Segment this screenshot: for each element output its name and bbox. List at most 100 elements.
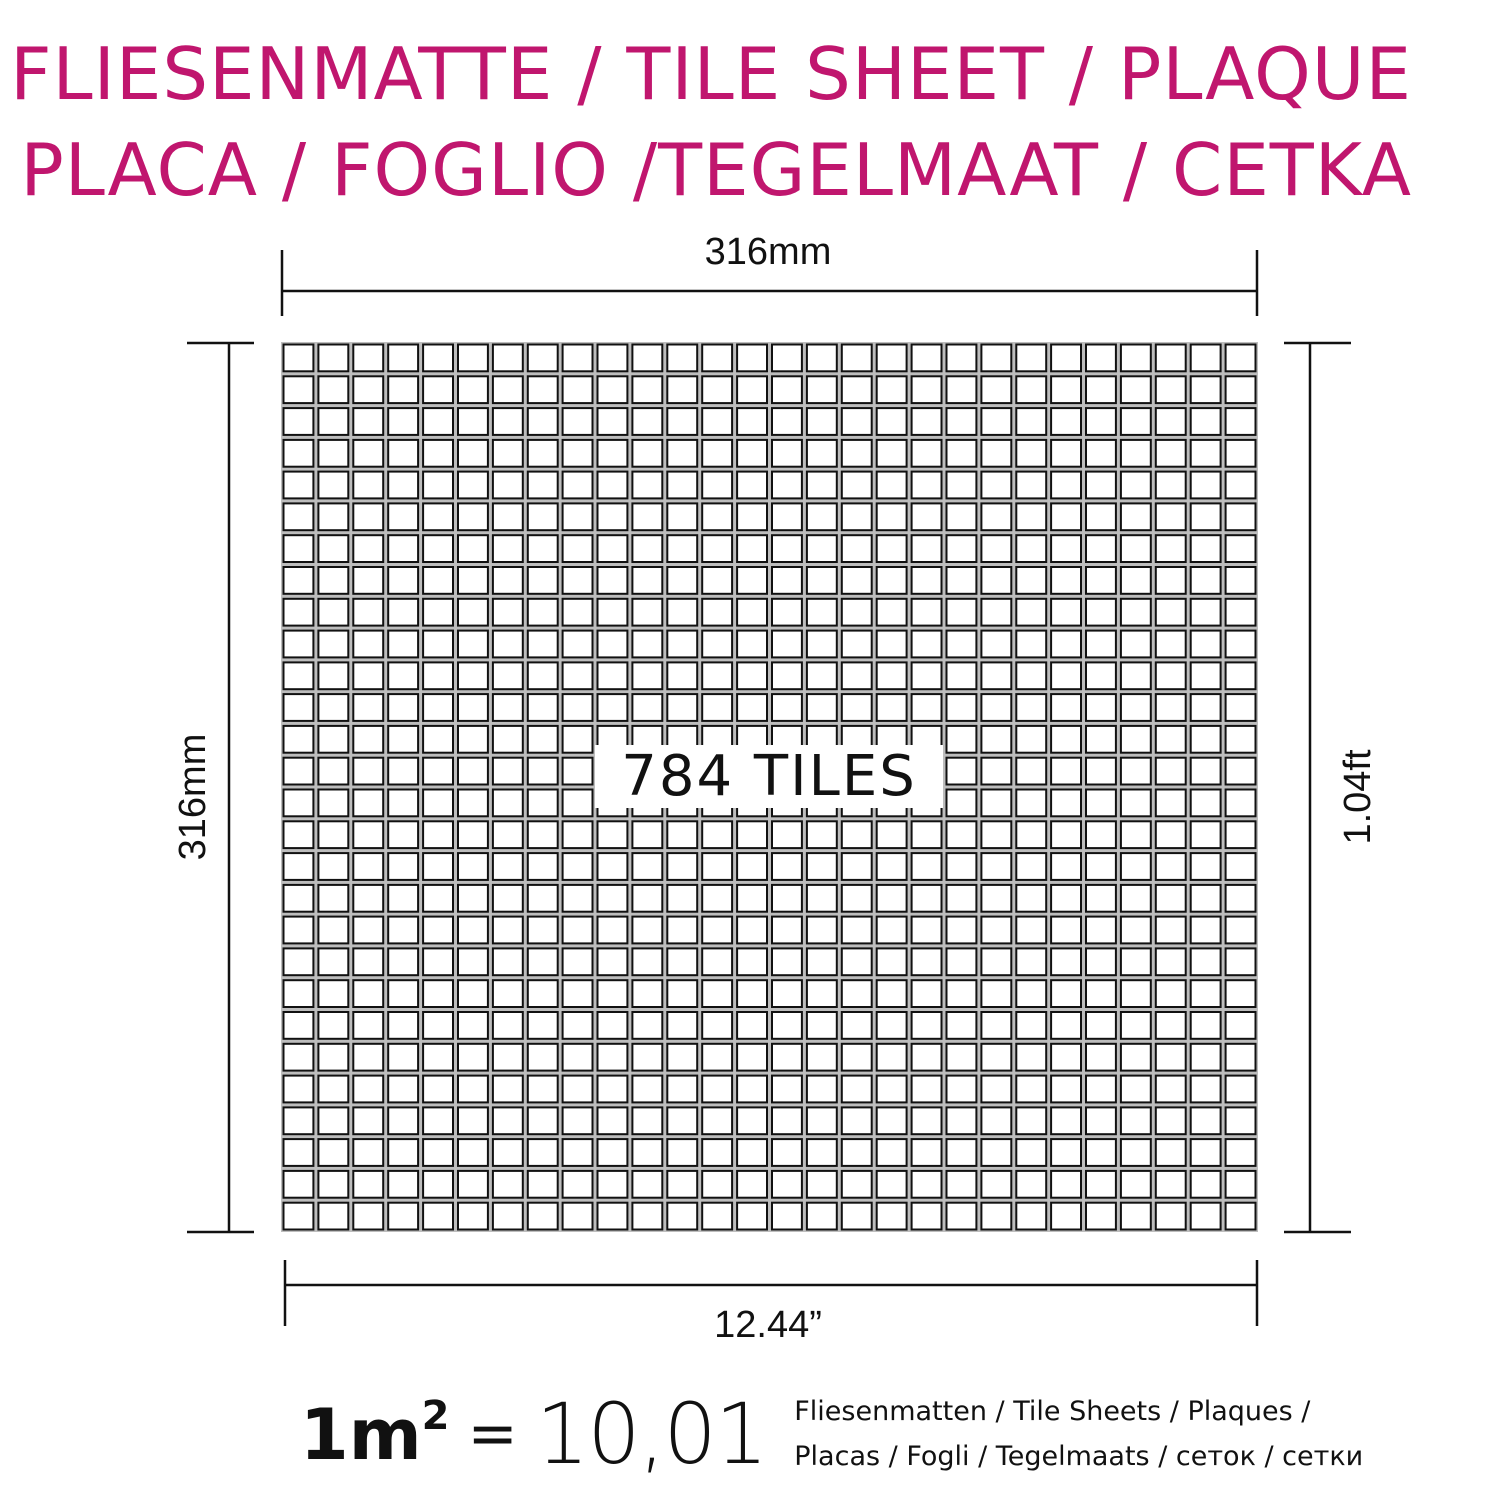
tile	[736, 502, 768, 532]
tile	[352, 597, 385, 627]
tile	[422, 1011, 455, 1040]
tile	[840, 1169, 873, 1199]
tile	[491, 724, 524, 754]
tile	[980, 1138, 1013, 1167]
tile	[352, 852, 385, 881]
tile	[980, 597, 1013, 627]
tile	[1189, 947, 1222, 977]
tile	[1119, 375, 1152, 405]
tile	[282, 1042, 315, 1072]
tile	[387, 820, 420, 850]
tile	[945, 407, 978, 436]
tile	[1189, 1042, 1222, 1072]
tile	[1085, 820, 1117, 850]
tile	[1119, 915, 1152, 945]
tile	[561, 470, 594, 500]
tile	[422, 375, 455, 405]
tile	[1085, 629, 1117, 659]
tile	[840, 597, 873, 627]
tile	[491, 915, 524, 945]
tile	[875, 883, 908, 913]
tile	[1119, 343, 1152, 373]
tile	[1085, 407, 1117, 436]
tile	[282, 597, 315, 627]
tile	[1119, 788, 1152, 818]
tile	[282, 629, 315, 659]
tile	[771, 470, 803, 500]
tile	[526, 820, 559, 850]
tile	[666, 915, 699, 945]
tile	[1015, 852, 1048, 881]
tile	[526, 407, 559, 436]
tile	[910, 1011, 943, 1040]
tile	[491, 407, 524, 436]
tile	[736, 1011, 768, 1040]
tile	[352, 343, 385, 373]
dim-bottom-label: 12.44”	[714, 1304, 822, 1346]
tile	[1189, 438, 1222, 468]
tile	[317, 947, 350, 977]
tile	[980, 407, 1013, 436]
tile	[561, 343, 594, 373]
tile	[945, 1042, 978, 1072]
tile	[1085, 693, 1117, 722]
tile	[910, 502, 943, 532]
tile	[1189, 597, 1222, 627]
tile	[910, 470, 943, 500]
tile	[910, 1138, 943, 1167]
tile	[1015, 915, 1048, 945]
tile	[1119, 1169, 1152, 1199]
tile	[352, 1042, 385, 1072]
tile	[840, 470, 873, 500]
tile	[805, 470, 838, 500]
tile	[422, 724, 455, 754]
tile	[701, 693, 734, 722]
tile	[631, 661, 664, 691]
tile	[736, 343, 768, 373]
tile	[736, 1201, 768, 1231]
tile	[1154, 438, 1187, 468]
tile	[282, 852, 315, 881]
tile	[1015, 629, 1048, 659]
tile	[1119, 566, 1152, 595]
tile	[945, 502, 978, 532]
tile	[1085, 1169, 1117, 1199]
tile	[840, 1106, 873, 1136]
tile	[980, 979, 1013, 1009]
tile	[631, 438, 664, 468]
tile	[736, 629, 768, 659]
tile	[457, 661, 489, 691]
tile	[1154, 947, 1187, 977]
tile	[771, 1201, 803, 1231]
tile	[387, 1074, 420, 1104]
tile	[387, 597, 420, 627]
tile	[666, 597, 699, 627]
tile	[945, 1169, 978, 1199]
tile	[1050, 915, 1082, 945]
tile	[561, 820, 594, 850]
tile	[980, 915, 1013, 945]
tile	[457, 1106, 489, 1136]
tile	[945, 470, 978, 500]
tile	[805, 852, 838, 881]
tile	[736, 883, 768, 913]
tile	[945, 788, 978, 818]
tile	[282, 438, 315, 468]
tile	[1154, 597, 1187, 627]
tile	[771, 1011, 803, 1040]
tile	[736, 1169, 768, 1199]
tile	[1050, 1169, 1082, 1199]
tile	[1050, 629, 1082, 659]
tile	[1224, 1138, 1257, 1167]
tile	[1015, 438, 1048, 468]
tile	[1189, 756, 1222, 786]
tile	[387, 566, 420, 595]
tile	[805, 629, 838, 659]
tile	[352, 566, 385, 595]
tile	[805, 1074, 838, 1104]
tile	[1050, 502, 1082, 532]
tile	[805, 947, 838, 977]
tile	[840, 947, 873, 977]
tile	[666, 979, 699, 1009]
tile	[491, 629, 524, 659]
